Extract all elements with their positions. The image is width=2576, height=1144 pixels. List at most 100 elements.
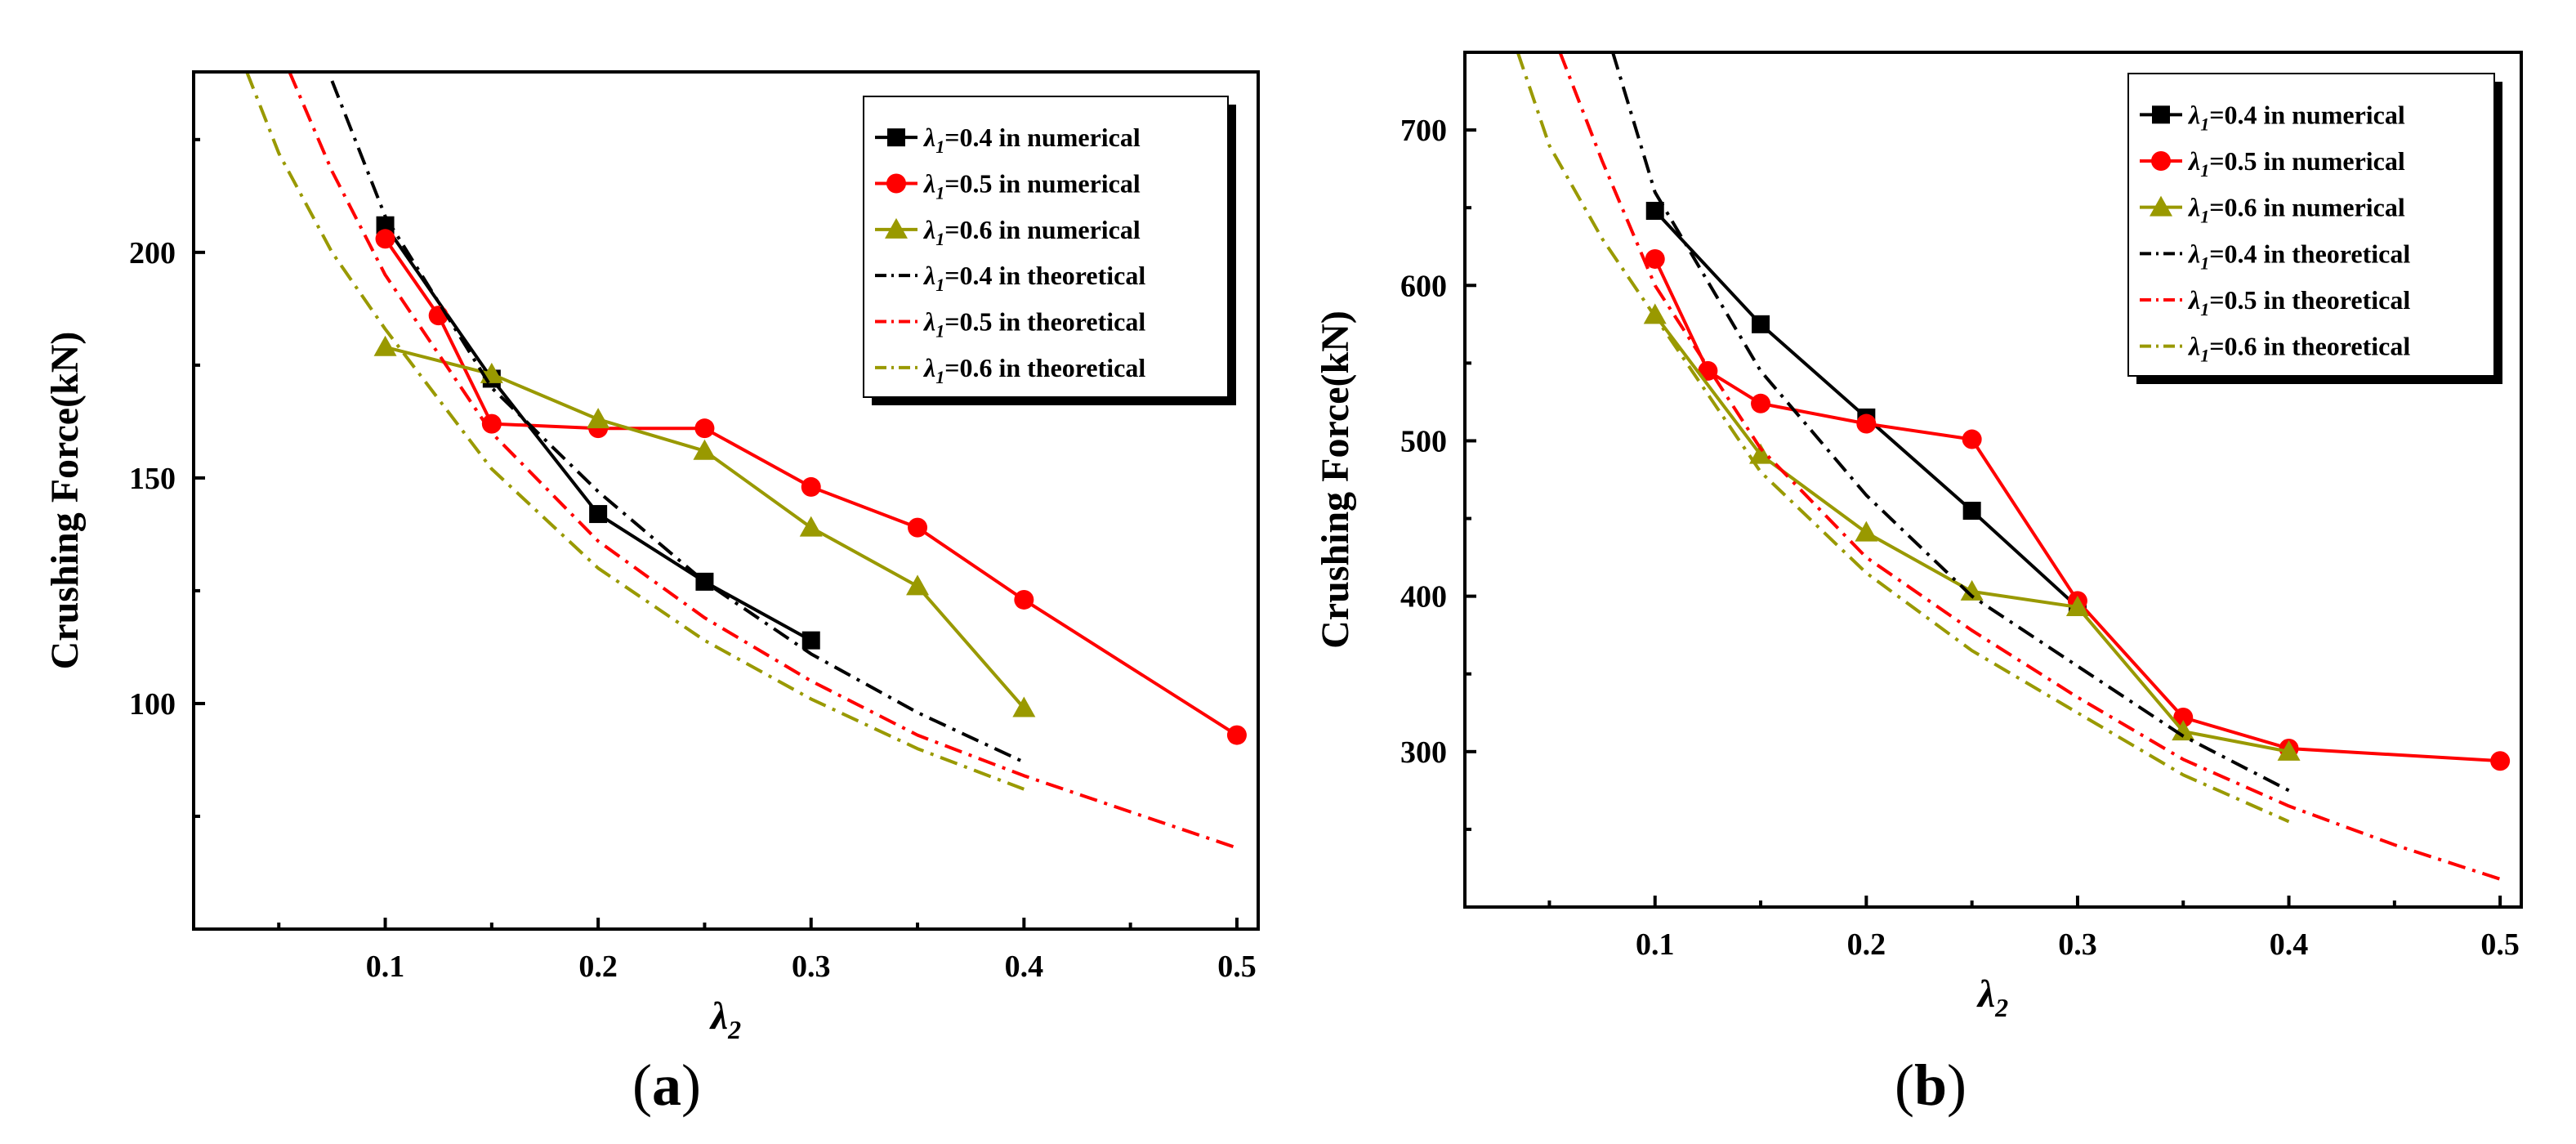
plot-area [1516, 52, 2511, 881]
legend-label-symbol: λ [2187, 285, 2200, 315]
series-line [1611, 52, 2290, 793]
data-point [1855, 521, 1878, 542]
data-point [1752, 315, 1770, 333]
legend-label-symbol: λ [2187, 193, 2200, 222]
plot-frame [1463, 51, 2523, 909]
legend-label-symbol: λ [922, 353, 935, 382]
legend-marker [887, 128, 905, 147]
legend-label-symbol: λ [922, 169, 935, 199]
x-tick-label: 0.3 [2058, 927, 2097, 962]
panel-label-b: (b) [1895, 1052, 1967, 1118]
chart-panel-b: 0.1 0.2 0.3 0.4 0.5300400500600700λ2Crushing… [1314, 51, 2523, 1022]
data-point [375, 229, 395, 249]
legend-label-text: =0.5 in theoretical [944, 307, 1145, 337]
x-tick-label: 0.2 [578, 950, 618, 984]
data-point [693, 439, 717, 460]
x-axis-label: λ2 [709, 994, 741, 1044]
x-tick-label: 0.5 [2480, 927, 2520, 962]
legend-marker [2150, 195, 2172, 217]
x-axis-label-subscript: 2 [1994, 993, 2008, 1022]
x-tick-label: 0.2 [1847, 927, 1886, 962]
x-tick-label: 0.4 [1005, 950, 1044, 984]
y-tick-label: 150 [129, 462, 176, 496]
legend-label-symbol: λ [2187, 239, 2200, 268]
y-tick-label: 500 [1400, 424, 1447, 458]
x-tick-label: 0.5 [1217, 950, 1257, 984]
legend-label-subscript: 1 [935, 229, 944, 249]
y-tick-label: 100 [129, 687, 176, 722]
x-axis-label-subscript: 2 [727, 1015, 741, 1044]
series-line [288, 72, 1238, 850]
legend-label: λ1=0.5 in numerical [2187, 146, 2405, 181]
data-point [801, 476, 821, 497]
data-point [1856, 413, 1877, 434]
data-point [1962, 502, 1981, 521]
legend-label-text: =0.4 in theoretical [2209, 239, 2410, 268]
legend-label-subscript: 1 [935, 321, 944, 342]
legend-label-subscript: 1 [2200, 114, 2209, 134]
legend-label-text: =0.4 in theoretical [944, 261, 1145, 290]
legend-label-symbol: λ [922, 215, 935, 244]
legend-label: λ1=0.6 in theoretical [2187, 332, 2410, 366]
data-point [589, 505, 608, 524]
legend-label-text: =0.6 in theoretical [944, 353, 1145, 382]
legend-label-text: =0.5 in numerical [2209, 146, 2405, 176]
series-line [1558, 52, 2501, 881]
legend-label: λ1=0.4 in theoretical [2187, 239, 2410, 273]
legend-label-symbol: λ [2187, 100, 2200, 129]
legend-label-subscript: 1 [2200, 346, 2209, 366]
legend-label: λ1=0.5 in theoretical [2187, 285, 2410, 320]
legend-label-symbol: λ [2187, 332, 2200, 361]
legend-label-text: =0.4 in numerical [2209, 100, 2405, 129]
data-point [1645, 248, 1665, 269]
legend-label-subscript: 1 [935, 136, 944, 157]
y-axis-label: Crushing Force(kN) [1314, 311, 1357, 649]
legend-label-symbol: λ [922, 261, 935, 290]
data-point [799, 516, 823, 537]
legend-label-text: =0.4 in numerical [944, 123, 1141, 152]
y-tick-label: 300 [1400, 735, 1447, 770]
x-axis-label: λ2 [1976, 972, 2008, 1022]
y-axis-label: Crushing Force(kN) [43, 332, 87, 670]
legend-label: λ1=0.6 in theoretical [922, 353, 1145, 387]
legend-label: λ1=0.4 in numerical [2187, 100, 2405, 134]
legend-label-subscript: 1 [2200, 299, 2209, 320]
data-point [587, 408, 610, 429]
x-tick-label: 0.1 [366, 950, 405, 984]
legend-label-text: =0.6 in numerical [944, 215, 1141, 244]
data-point [906, 574, 930, 596]
y-tick-label: 400 [1400, 580, 1447, 614]
series-line [1516, 52, 2290, 824]
x-tick-label: 0.3 [792, 950, 831, 984]
data-point [1960, 579, 1984, 601]
legend-label-subscript: 1 [935, 367, 944, 387]
y-tick-label: 700 [1400, 114, 1447, 148]
legend-label-subscript: 1 [2200, 160, 2209, 181]
data-point [801, 631, 820, 650]
data-point [1749, 443, 1773, 464]
series-line [330, 80, 1025, 764]
legend-label-text: =0.5 in theoretical [2209, 285, 2410, 315]
legend-label: λ1=0.5 in numerical [922, 169, 1141, 203]
panel-label-a: (a) [632, 1052, 701, 1118]
legend-label-subscript: 1 [935, 183, 944, 203]
legend-label-symbol: λ [922, 123, 935, 152]
data-point [1012, 696, 1036, 717]
data-point [2173, 707, 2194, 727]
data-point [1962, 429, 1982, 449]
legend-label-symbol: λ [922, 307, 935, 337]
legend-label-symbol: λ [2187, 146, 2200, 176]
x-tick-label: 0.4 [2270, 927, 2309, 962]
data-point [2490, 751, 2511, 771]
legend-label-text: =0.5 in numerical [944, 169, 1141, 199]
legend-box [2127, 73, 2495, 377]
legend-label-text: =0.6 in numerical [2209, 193, 2405, 222]
legend-marker [2152, 105, 2170, 124]
plot-area [245, 72, 1247, 850]
legend-label: λ1=0.4 in theoretical [922, 261, 1145, 295]
data-point [908, 517, 928, 538]
data-point [2172, 720, 2195, 741]
legend-label: λ1=0.6 in numerical [922, 215, 1141, 249]
data-point [373, 335, 397, 356]
